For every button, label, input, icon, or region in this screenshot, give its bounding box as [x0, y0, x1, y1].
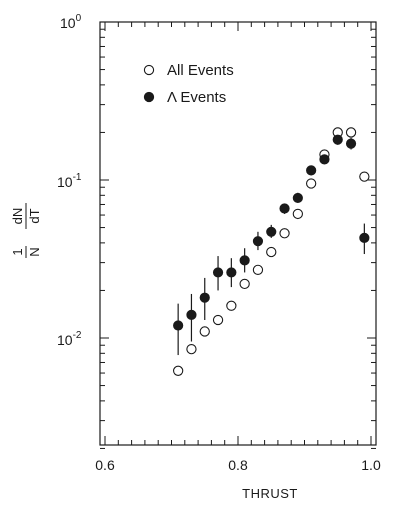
x-tick-label: 0.8	[228, 457, 248, 473]
y-minor-ticks	[100, 28, 376, 449]
y-title-num-left: 1	[10, 248, 25, 255]
data-point-all-events	[279, 228, 290, 239]
data-point-all-events	[199, 326, 210, 337]
y-tick-exponent: 0	[76, 13, 82, 24]
series-lambda-events	[173, 134, 370, 331]
data-point-all-events	[292, 208, 303, 220]
legend-label: All Events	[167, 62, 234, 79]
y-tick-label: 100	[60, 13, 82, 31]
x-axis-title: THRUST	[242, 486, 298, 501]
data-point-lambda-events	[332, 134, 343, 145]
data-point-lambda-events	[252, 236, 264, 247]
data-point-all-events	[305, 178, 317, 189]
x-tick-label: 1.0	[361, 457, 381, 473]
y-title-den-right: dT	[27, 208, 42, 223]
y-tick-base: 10	[57, 174, 73, 190]
data-point-lambda-events	[239, 255, 250, 266]
data-point-lambda-events	[266, 226, 277, 237]
data-point-all-events	[212, 314, 224, 326]
data-point-all-events	[359, 171, 370, 182]
y-tick-base: 10	[60, 15, 76, 31]
data-point-all-events	[226, 300, 237, 311]
data-point-all-events	[345, 127, 357, 138]
x-tick-label: 0.6	[95, 457, 115, 473]
data-point-all-events	[186, 344, 197, 355]
legend: All Events Λ Events	[143, 62, 234, 106]
y-tick-base: 10	[57, 332, 73, 348]
y-tick-label: 10-1	[57, 172, 82, 190]
y-title-num-right: dN	[10, 208, 25, 225]
y-tick-label: 10-2	[57, 330, 82, 348]
data-point-all-events	[266, 246, 277, 258]
x-minor-ticks	[104, 22, 372, 445]
data-point-all-events	[239, 278, 250, 290]
data-point-lambda-events	[292, 192, 303, 204]
data-point-lambda-events	[226, 267, 237, 278]
legend-label: Λ Events	[167, 89, 226, 106]
data-point-lambda-events	[199, 292, 210, 303]
data-point-lambda-events	[173, 320, 184, 331]
data-point-all-events	[172, 365, 184, 376]
data-point-lambda-events	[345, 138, 357, 149]
y-title-den-left: N	[27, 247, 42, 256]
y-axis-title: 1 dN N dT	[10, 203, 42, 258]
legend-marker-open	[143, 64, 155, 76]
data-point-lambda-events	[279, 203, 290, 214]
data-point-lambda-events	[186, 309, 197, 321]
series-all-events	[172, 127, 370, 376]
plot-frame	[99, 21, 377, 446]
data-point-lambda-events	[306, 165, 317, 176]
data-point-all-events	[252, 264, 264, 275]
y-tick-exponent: -1	[73, 172, 82, 183]
data-point-lambda-events	[319, 154, 330, 165]
data-point-lambda-events	[359, 232, 370, 244]
y-tick-exponent: -2	[73, 330, 82, 341]
error-bars	[177, 134, 365, 356]
data-point-lambda-events	[212, 267, 224, 278]
legend-marker-filled	[143, 91, 155, 103]
